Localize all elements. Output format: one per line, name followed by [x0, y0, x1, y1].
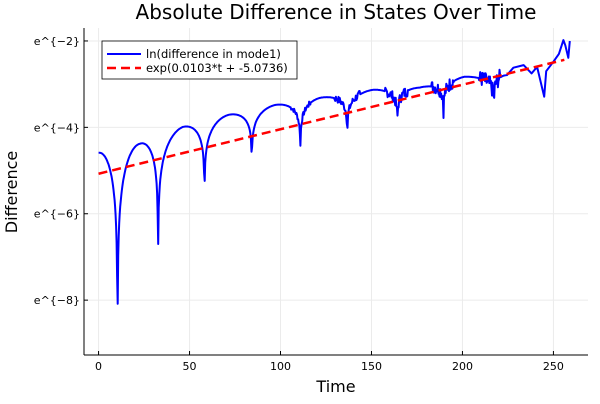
y-tick-label: e^{−6}: [34, 208, 80, 221]
y-tick-label: e^{−4}: [34, 121, 80, 134]
legend-box: [101, 40, 298, 80]
chart-title: Absolute Difference in States Over Time: [136, 0, 537, 24]
ticks: 0 50 100 150 200 250 e^{−2} e^{−4} e^{−6} e^{−8}: [34, 35, 564, 373]
y-axis-label: Difference: [2, 151, 21, 233]
x-tick-label: 150: [361, 360, 382, 373]
x-axis-label: Time: [315, 377, 355, 396]
y-tick-label: e^{−8}: [34, 294, 80, 307]
series-line-exp-fit: [98, 58, 565, 175]
x-tick-label: 0: [95, 360, 102, 373]
x-tick-label: 250: [543, 360, 564, 373]
x-tick-label: 50: [183, 360, 197, 373]
y-tick-label: e^{−2}: [34, 35, 80, 48]
legend: ln(difference in mode1) exp(0.0103*t + -…: [101, 40, 298, 80]
series-line-ln-difference: [98, 39, 571, 305]
x-tick-label: 200: [452, 360, 473, 373]
legend-label-blue: ln(difference in mode1): [146, 47, 281, 61]
series: [98, 39, 571, 305]
legend-label-red: exp(0.0103*t + -5.0736): [146, 61, 288, 75]
x-tick-label: 100: [270, 360, 291, 373]
